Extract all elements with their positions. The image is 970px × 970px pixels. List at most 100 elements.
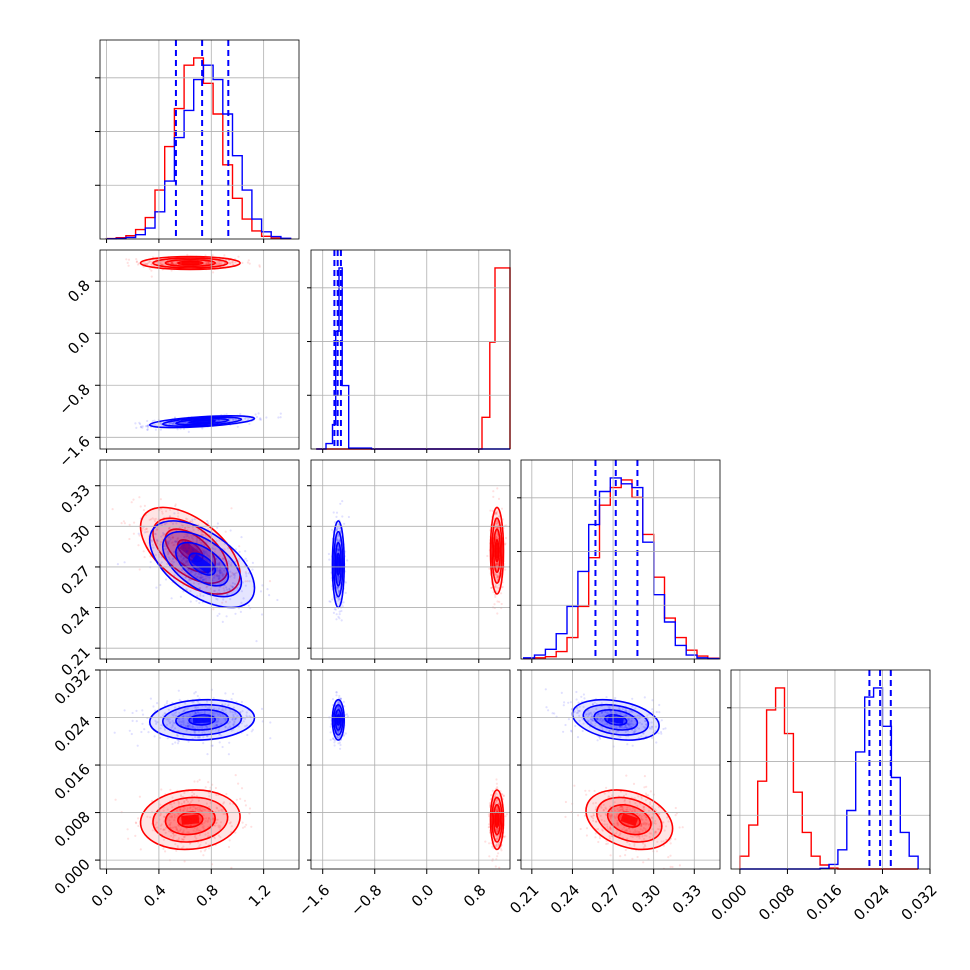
contour-red-2-1-3 xyxy=(494,539,500,563)
contour-red-3-1-0 xyxy=(489,789,505,851)
contour-red-2-1-0 xyxy=(489,506,505,595)
xtick-label-1-3: 0.8 xyxy=(460,881,490,911)
panel-1-0 xyxy=(99,249,300,450)
density-peak-red-3-2 xyxy=(620,813,639,827)
hist-blue-0 xyxy=(105,64,292,240)
contour-red-3-0-2 xyxy=(164,804,216,836)
hist-blue-1 xyxy=(316,267,510,450)
contour-red-1-0-3 xyxy=(177,260,204,266)
scatter-3-0 xyxy=(113,688,272,869)
ytick-label-1-1: −0.8 xyxy=(55,380,93,418)
contour-blue-3-1-0 xyxy=(331,698,346,741)
panel-2-0 xyxy=(99,459,300,660)
ytick-label-2-4: 0.33 xyxy=(57,481,93,517)
xtick-label-2-4: 0.33 xyxy=(669,881,705,917)
xtick-label-1-0: −1.6 xyxy=(295,881,333,919)
contour-blue-3-0-2 xyxy=(175,709,230,731)
scatter-3-1 xyxy=(328,691,508,869)
ytick-label-1-3: 0.8 xyxy=(64,276,94,306)
contour-red-2-1-1 xyxy=(491,517,503,585)
density-peak-red-1-0 xyxy=(181,262,199,264)
panel-frame-2-1 xyxy=(310,459,511,660)
contour-red-2-0-1 xyxy=(152,517,229,584)
contour-blue-1-0-1 xyxy=(161,416,243,427)
ytick-label-3-1: 0.008 xyxy=(51,808,94,851)
contour-blue-2-1-2 xyxy=(334,541,343,587)
scatter-2-1 xyxy=(327,487,508,622)
panel-2-1 xyxy=(310,459,511,660)
hist-red-1 xyxy=(316,267,511,450)
xtick-label-2-2: 0.27 xyxy=(587,881,623,917)
contour-blue-3-0-1 xyxy=(162,703,243,736)
contour-red-1-0-0 xyxy=(139,255,241,271)
ytick-label-2-3: 0.30 xyxy=(57,521,93,557)
density-peak-red-2-1 xyxy=(496,543,498,559)
xtick-label-3-2: 0.016 xyxy=(803,881,846,924)
xtick-label-2-1: 0.24 xyxy=(547,881,583,917)
contour-red-2-1-2 xyxy=(492,528,502,574)
contour-blue-2-1-3 xyxy=(335,552,341,576)
ytick-label-2-1: 0.24 xyxy=(57,603,93,639)
contour-blue-1-0-3 xyxy=(188,419,216,424)
contour-blue-3-1-2 xyxy=(334,709,343,731)
panel-3-2 xyxy=(520,669,721,870)
density-peak-blue-2-1 xyxy=(337,556,340,572)
panel-frame-0-0 xyxy=(99,39,300,240)
scatter-3-2 xyxy=(544,688,684,869)
contour-blue-2-0-0 xyxy=(148,520,256,609)
contour-blue-2-0-1 xyxy=(162,530,243,598)
xtick-label-3-1: 0.008 xyxy=(755,881,798,924)
panel-1-1 xyxy=(310,249,511,450)
contour-red-1-0-2 xyxy=(164,258,217,268)
xtick-label-2-0: 0.21 xyxy=(506,881,542,917)
ytick-label-1-2: 0.0 xyxy=(64,328,94,358)
panel-frame-1-0 xyxy=(99,249,300,450)
xtick-label-0-0: 0.0 xyxy=(88,881,118,911)
xtick-label-2-3: 0.30 xyxy=(628,881,664,917)
contour-blue-1-0-2 xyxy=(175,418,230,426)
contour-red-1-0-1 xyxy=(152,257,229,269)
contour-red-3-0-1 xyxy=(152,796,229,843)
contour-blue-3-2-3 xyxy=(604,714,628,726)
ytick-label-3-2: 0.016 xyxy=(51,760,94,803)
ytick-label-3-0: 0.000 xyxy=(51,855,94,898)
panel-3-3 xyxy=(730,669,931,870)
panel-0-0 xyxy=(99,39,300,240)
xtick-label-1-1: −0.8 xyxy=(347,881,385,919)
contour-blue-1-0-0 xyxy=(148,415,256,429)
contour-red-3-0-0 xyxy=(139,789,241,851)
hist-red-2 xyxy=(523,479,720,660)
contour-blue-3-2-2 xyxy=(593,709,639,731)
panel-3-0 xyxy=(99,669,300,870)
panel-frame-3-1 xyxy=(310,669,511,870)
panel-frame-2-2 xyxy=(520,459,721,660)
contour-red-3-2-3 xyxy=(617,811,641,828)
scatter-2-0 xyxy=(111,496,279,643)
density-peak-red-3-1 xyxy=(496,814,498,825)
density-peak-blue-3-0 xyxy=(192,716,212,724)
contour-red-3-1-1 xyxy=(491,796,503,843)
panel-3-1 xyxy=(310,669,511,870)
xtick-label-3-3: 0.024 xyxy=(850,881,893,924)
density-peak-blue-2-0 xyxy=(190,554,214,575)
xtick-label-3-0: 0.000 xyxy=(708,881,751,924)
contour-red-3-2-0 xyxy=(585,789,674,851)
density-peak-blue-3-1 xyxy=(337,716,340,724)
contour-blue-2-1-1 xyxy=(333,530,344,598)
xtick-label-1-2: 0.0 xyxy=(408,881,438,911)
scatter-1-0 xyxy=(125,253,282,433)
contour-red-3-2-1 xyxy=(596,796,663,843)
xtick-label-0-1: 0.4 xyxy=(140,881,170,911)
contour-blue-2-0-3 xyxy=(188,552,217,576)
contour-red-3-1-2 xyxy=(492,804,502,836)
xtick-label-0-3: 1.2 xyxy=(245,881,275,911)
ytick-label-1-0: −1.6 xyxy=(55,432,93,470)
hist-red-0 xyxy=(105,57,292,240)
contour-red-2-0-2 xyxy=(164,528,216,574)
panel-frame-3-3 xyxy=(730,669,931,870)
panel-frame-3-0 xyxy=(99,669,300,870)
contour-blue-3-1-3 xyxy=(335,714,341,726)
panel-2-2 xyxy=(520,459,721,660)
ytick-label-3-3: 0.024 xyxy=(51,713,94,756)
xtick-label-3-4: 0.032 xyxy=(898,881,941,924)
